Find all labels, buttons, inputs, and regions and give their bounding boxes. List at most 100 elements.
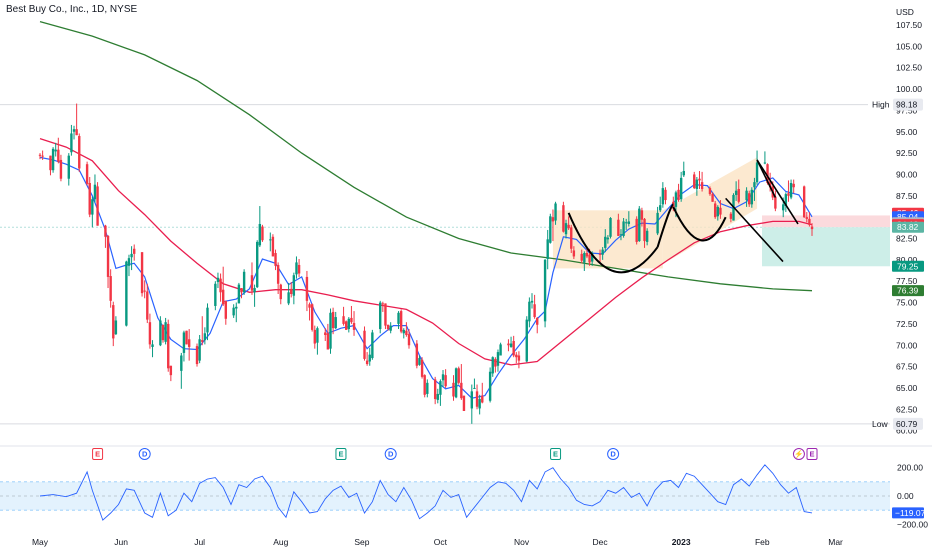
event-badge xyxy=(92,448,104,460)
candle xyxy=(478,394,481,415)
candle-body xyxy=(580,253,583,261)
candle xyxy=(415,340,419,369)
candle xyxy=(274,249,277,271)
candle xyxy=(661,182,665,208)
event-badge xyxy=(550,448,562,460)
rsi-tick-label: 200.00 xyxy=(897,463,923,473)
candle xyxy=(112,301,115,347)
candle xyxy=(562,201,565,233)
candle xyxy=(708,186,712,196)
candle xyxy=(106,235,110,289)
candle-body xyxy=(617,219,620,236)
rsi-tick-label: −200.00 xyxy=(897,519,928,529)
event-markers: E D E D E D ⚡ E xyxy=(92,448,818,460)
candle xyxy=(195,343,199,367)
candle xyxy=(290,282,293,298)
candle xyxy=(713,200,717,219)
candle-body xyxy=(782,204,785,211)
candle-body xyxy=(253,288,256,293)
candle-body xyxy=(525,319,528,362)
candle-body xyxy=(420,359,424,377)
candle-body xyxy=(159,320,162,346)
y-tick-label: 90.00 xyxy=(896,169,918,179)
candle xyxy=(279,283,282,305)
y-tick-label: 105.00 xyxy=(896,41,922,51)
event-badge xyxy=(792,448,805,460)
x-month-label: Jul xyxy=(194,537,205,547)
candle xyxy=(344,320,348,330)
candle xyxy=(232,304,235,318)
candle-body xyxy=(235,306,238,309)
candle-body xyxy=(528,301,531,322)
candle xyxy=(604,229,607,253)
candle-body xyxy=(711,194,714,202)
candle-body xyxy=(185,330,188,345)
ma-long-line xyxy=(39,20,813,292)
candle-body xyxy=(509,343,513,347)
candle-body xyxy=(426,382,429,394)
candle-body xyxy=(792,183,795,188)
price-tag-value: 83.82 xyxy=(897,222,919,232)
candle-body xyxy=(386,324,390,330)
candle-body xyxy=(784,194,788,207)
candle xyxy=(216,272,220,289)
candle xyxy=(635,216,638,245)
candle xyxy=(91,196,94,228)
candle-body xyxy=(700,182,704,189)
candle xyxy=(219,273,222,302)
candle-body xyxy=(371,332,374,359)
candle-body xyxy=(554,203,557,221)
candle xyxy=(745,187,748,207)
candle xyxy=(509,336,513,348)
candle-body xyxy=(164,322,167,342)
price-tag: 76.39 xyxy=(892,285,924,297)
candle-body xyxy=(49,155,52,171)
flag-upper-line xyxy=(756,159,799,225)
candle xyxy=(313,325,316,349)
y-tick-label: 82.50 xyxy=(896,234,918,244)
y-tick-label: 67.50 xyxy=(896,362,918,372)
candle xyxy=(96,182,99,226)
candle xyxy=(567,216,570,230)
candle-body xyxy=(258,223,262,246)
candle xyxy=(551,209,555,242)
candle xyxy=(407,329,411,349)
candle xyxy=(363,326,366,361)
event-label: D xyxy=(388,450,394,459)
candle-body xyxy=(745,190,748,201)
candle xyxy=(546,229,549,270)
y-tick-label: 87.50 xyxy=(896,191,918,201)
candle-body xyxy=(585,253,589,257)
candle xyxy=(269,232,272,252)
y-tick-label: 72.50 xyxy=(896,319,918,329)
cup-right-rim xyxy=(656,203,675,248)
event-marker: D xyxy=(138,448,151,460)
candle-body xyxy=(106,235,110,277)
candle-body xyxy=(308,304,311,308)
candle-body xyxy=(517,355,521,361)
candle-body xyxy=(334,317,337,329)
x-month-label: May xyxy=(32,537,49,547)
candle xyxy=(734,181,738,201)
candle-body xyxy=(169,365,173,376)
candle-body xyxy=(67,155,70,179)
candle-body xyxy=(677,189,680,201)
candle xyxy=(528,297,531,328)
candle-body xyxy=(75,129,78,136)
candle-body xyxy=(755,162,759,183)
candle xyxy=(609,217,612,239)
candle xyxy=(460,364,463,400)
y-tick-label: 75.00 xyxy=(896,298,918,308)
candle xyxy=(423,374,426,398)
candle xyxy=(470,384,474,424)
candle xyxy=(583,251,586,271)
candle xyxy=(473,378,476,389)
candle xyxy=(140,252,144,297)
candle xyxy=(38,153,42,160)
candle-body xyxy=(313,329,316,344)
candle xyxy=(488,367,492,403)
candle-body xyxy=(397,312,400,324)
candle xyxy=(253,284,256,307)
